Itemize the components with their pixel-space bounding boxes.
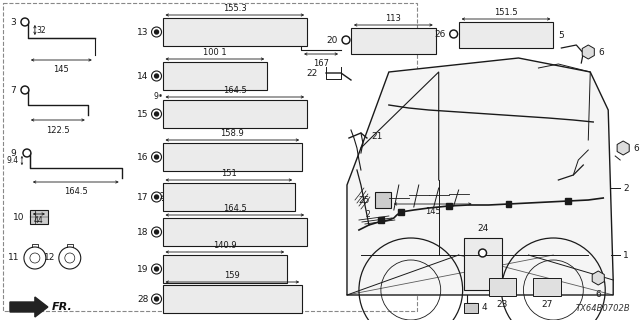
Text: 18: 18 <box>137 228 148 236</box>
Text: FR.: FR. <box>52 302 72 312</box>
Text: 4: 4 <box>481 303 487 313</box>
Bar <box>163 183 295 211</box>
Text: 164.5: 164.5 <box>64 187 88 196</box>
Circle shape <box>154 267 159 271</box>
Polygon shape <box>592 271 604 285</box>
Text: 19: 19 <box>137 265 148 274</box>
Text: 7: 7 <box>10 85 16 94</box>
Text: 17: 17 <box>137 193 148 202</box>
Text: 2: 2 <box>365 210 370 219</box>
Bar <box>533 278 561 296</box>
Text: 100 1: 100 1 <box>203 48 227 57</box>
Bar <box>30 210 48 224</box>
Text: 23: 23 <box>497 300 508 309</box>
Text: 2: 2 <box>623 183 628 193</box>
Text: 22: 22 <box>307 68 318 77</box>
Text: 167: 167 <box>313 59 329 68</box>
Text: 145: 145 <box>425 207 440 216</box>
Text: 25: 25 <box>358 196 370 204</box>
Text: 12: 12 <box>44 253 55 262</box>
Text: 24: 24 <box>477 224 488 233</box>
Bar <box>163 285 302 313</box>
Text: 11: 11 <box>8 253 20 262</box>
Text: 9.4: 9.4 <box>7 156 19 164</box>
Bar <box>506 201 511 207</box>
Bar <box>488 278 516 296</box>
Text: 32: 32 <box>37 26 47 35</box>
Circle shape <box>154 112 159 116</box>
Text: 20: 20 <box>326 36 338 44</box>
Circle shape <box>154 297 159 301</box>
Bar <box>163 100 307 128</box>
Text: 158.9: 158.9 <box>220 129 244 138</box>
Circle shape <box>22 20 28 25</box>
Text: TX64B0702B: TX64B0702B <box>575 304 630 313</box>
Circle shape <box>450 30 458 38</box>
Text: 122.5: 122.5 <box>46 126 70 135</box>
Bar <box>445 203 452 209</box>
Circle shape <box>342 36 350 44</box>
Polygon shape <box>347 58 613 295</box>
Bar <box>3 3 417 311</box>
Circle shape <box>154 74 159 78</box>
Text: 13: 13 <box>137 28 148 36</box>
Polygon shape <box>617 141 629 155</box>
Bar <box>163 62 268 90</box>
Circle shape <box>344 37 348 43</box>
Bar <box>163 143 302 171</box>
Text: 145: 145 <box>53 65 68 74</box>
Text: 1: 1 <box>623 251 629 260</box>
Text: 26: 26 <box>435 29 445 38</box>
Circle shape <box>154 195 159 199</box>
Text: 164.5: 164.5 <box>223 86 246 95</box>
Text: 9: 9 <box>154 92 159 100</box>
Text: 15: 15 <box>137 109 148 118</box>
Bar <box>565 198 572 204</box>
Circle shape <box>24 150 29 156</box>
Circle shape <box>22 87 28 92</box>
Circle shape <box>21 86 29 94</box>
Bar <box>459 22 554 48</box>
Text: 159: 159 <box>225 271 240 280</box>
Text: 5: 5 <box>559 31 564 40</box>
Bar <box>163 255 287 283</box>
Text: 27: 27 <box>541 300 553 309</box>
Bar <box>398 209 404 215</box>
Text: 3: 3 <box>10 18 16 27</box>
Text: 155.3: 155.3 <box>223 4 246 13</box>
Circle shape <box>154 30 159 34</box>
Bar <box>463 238 502 290</box>
Bar <box>351 28 436 54</box>
Text: 140.9: 140.9 <box>213 241 237 250</box>
Text: 9: 9 <box>10 148 16 157</box>
Text: 151.5: 151.5 <box>493 8 517 17</box>
Bar <box>163 18 307 46</box>
Text: 44: 44 <box>34 216 44 225</box>
Text: 6: 6 <box>633 143 639 153</box>
Text: 6: 6 <box>595 290 601 299</box>
Text: 28: 28 <box>137 294 148 303</box>
Text: 113: 113 <box>385 14 401 23</box>
Text: 10: 10 <box>13 212 25 221</box>
Text: 16: 16 <box>137 153 148 162</box>
Circle shape <box>23 149 31 157</box>
Text: 151: 151 <box>221 169 237 178</box>
Circle shape <box>21 18 29 26</box>
Text: 164.5: 164.5 <box>223 204 246 213</box>
Polygon shape <box>582 45 595 59</box>
Circle shape <box>479 249 486 257</box>
Circle shape <box>154 155 159 159</box>
Circle shape <box>480 251 485 255</box>
Polygon shape <box>10 297 48 317</box>
Bar <box>463 303 477 313</box>
Text: 21: 21 <box>371 132 382 140</box>
Bar <box>163 218 307 246</box>
Circle shape <box>451 31 456 36</box>
Bar <box>375 192 391 208</box>
Circle shape <box>154 230 159 234</box>
Text: 6: 6 <box>598 47 604 57</box>
Text: 2: 2 <box>159 191 164 201</box>
Bar <box>378 217 384 223</box>
Text: 14: 14 <box>137 71 148 81</box>
